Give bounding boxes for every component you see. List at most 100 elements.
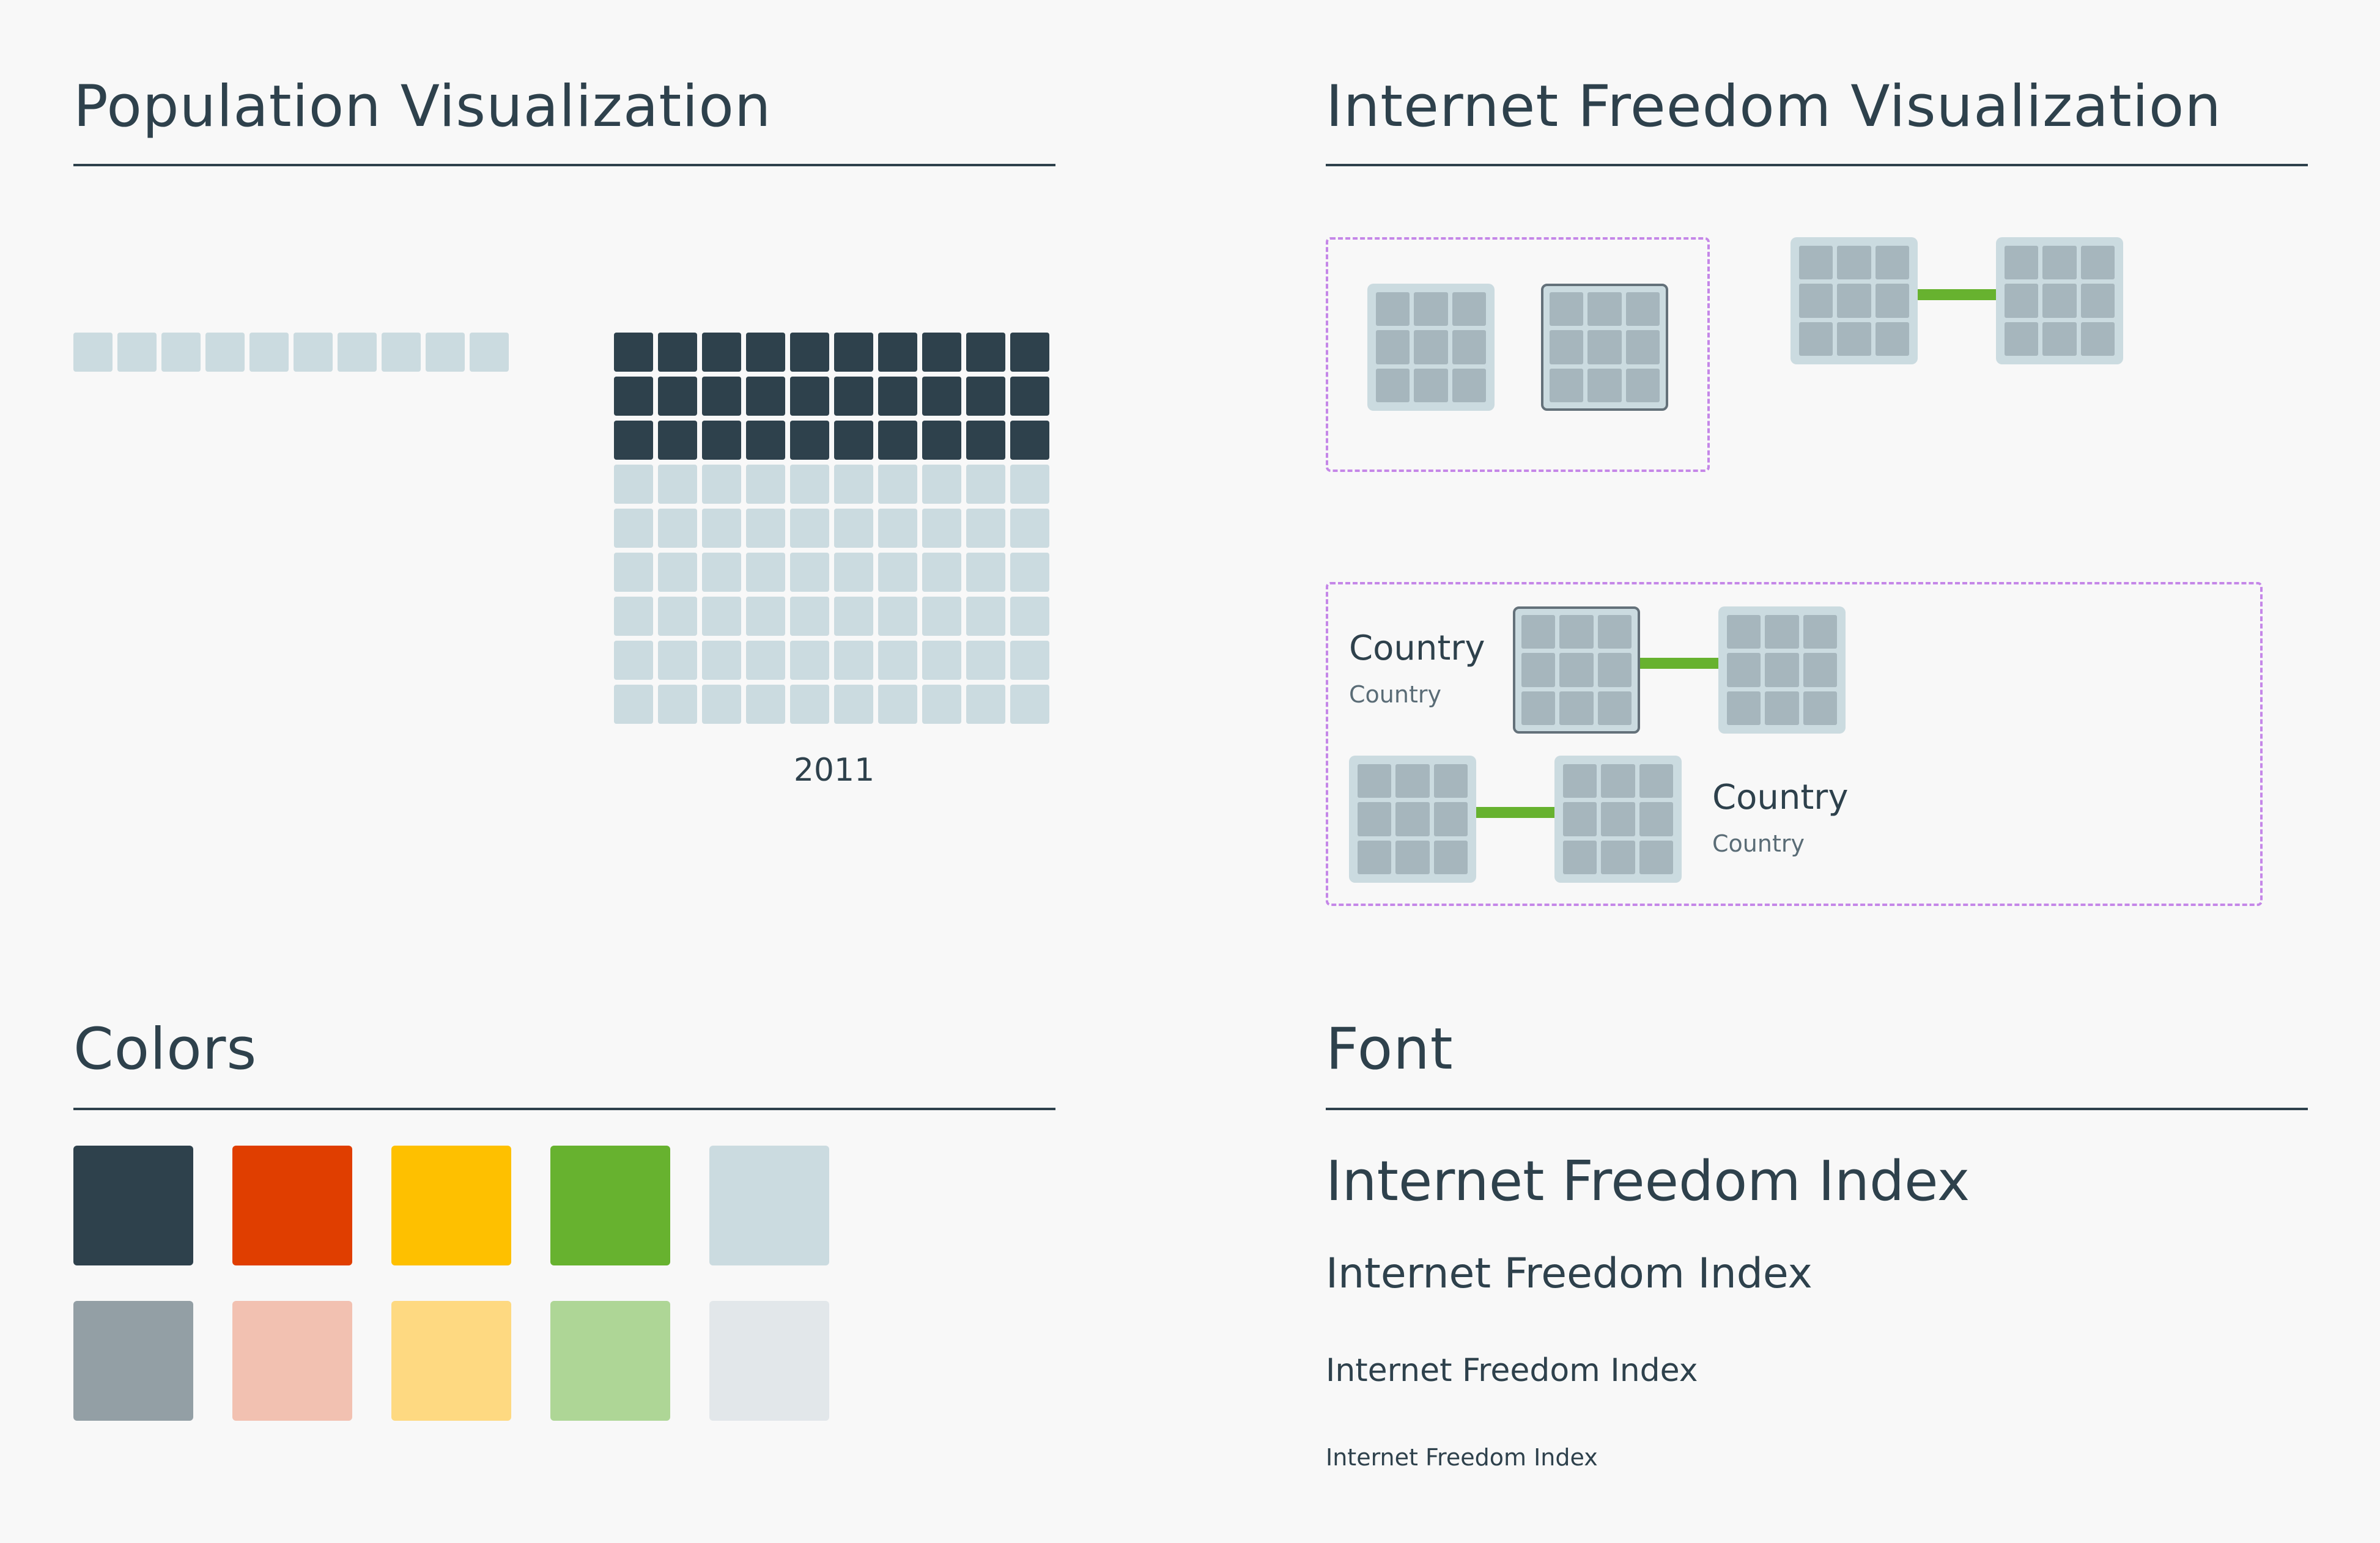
waffle-cell <box>966 597 1005 636</box>
node-cell <box>2042 322 2077 356</box>
waffle-cell <box>702 509 741 548</box>
node-cell <box>1639 764 1673 798</box>
waffle-cell-filled <box>658 377 697 416</box>
node-cell <box>1837 322 1871 356</box>
node-cell <box>1376 368 1410 402</box>
country-node[interactable] <box>1718 606 1846 734</box>
node-cell <box>1563 840 1597 874</box>
country-pairs-group <box>1326 582 2263 906</box>
node-cell <box>1587 368 1622 402</box>
waffle-cell-filled <box>790 421 829 460</box>
waffle-cell-filled <box>1010 377 1049 416</box>
population-section-title: Population Visualization <box>73 73 772 140</box>
waffle-cell <box>966 509 1005 548</box>
waffle-cell <box>922 553 961 592</box>
waffle-cell <box>746 597 785 636</box>
node-cell <box>2042 246 2077 280</box>
node-cell <box>1559 615 1594 649</box>
waffle-cell <box>614 553 653 592</box>
country-node[interactable] <box>1367 284 1495 411</box>
waffle-cell-filled <box>746 377 785 416</box>
country-node[interactable] <box>1349 756 1476 883</box>
waffle-cell <box>746 509 785 548</box>
node-cell <box>1803 653 1837 687</box>
waffle-cell <box>614 685 653 724</box>
node-cell <box>1521 653 1556 687</box>
waffle-cell <box>426 333 465 372</box>
node-cell <box>1358 840 1392 874</box>
waffle-cell-filled <box>834 333 873 372</box>
waffle-cell <box>790 641 829 680</box>
waffle-cell-filled <box>966 377 1005 416</box>
node-cell <box>1765 653 1799 687</box>
waffle-cell <box>834 641 873 680</box>
node-cell <box>1727 691 1761 725</box>
waffle-cell <box>834 685 873 724</box>
waffle-cell-filled <box>790 377 829 416</box>
waffle-cell-filled <box>922 333 961 372</box>
waffle-cell <box>1010 685 1049 724</box>
node-cell <box>2005 246 2039 280</box>
waffle-cell <box>614 641 653 680</box>
node-cell <box>1433 764 1468 798</box>
waffle-cell <box>161 333 201 372</box>
connection-link <box>1918 289 1996 300</box>
waffle-cell <box>922 597 961 636</box>
country-node-selected[interactable] <box>1541 284 1668 411</box>
node-cell <box>1601 802 1635 836</box>
population-grid-chart <box>614 333 1049 724</box>
country-label: Country <box>1349 628 1485 668</box>
waffle-cell <box>878 685 917 724</box>
country-node-selected[interactable] <box>1513 606 1640 734</box>
node-cell <box>1803 691 1837 725</box>
waffle-cell <box>249 333 289 372</box>
waffle-cell <box>702 641 741 680</box>
country-node[interactable] <box>1791 237 1918 364</box>
country-node[interactable] <box>1554 756 1682 883</box>
color-swatch <box>709 1146 829 1265</box>
waffle-cell <box>878 553 917 592</box>
waffle-cell-filled <box>614 333 653 372</box>
waffle-cell <box>658 509 697 548</box>
node-cell <box>1803 615 1837 649</box>
population-year-label: 2011 <box>793 752 875 789</box>
color-swatch <box>709 1301 829 1421</box>
waffle-cell <box>966 685 1005 724</box>
waffle-cell-filled <box>834 377 873 416</box>
waffle-cell-filled <box>922 377 961 416</box>
waffle-cell-filled <box>966 333 1005 372</box>
waffle-cell <box>702 685 741 724</box>
waffle-cell-filled <box>746 333 785 372</box>
waffle-cell <box>382 333 421 372</box>
waffle-cell <box>658 465 697 504</box>
node-cell <box>1559 691 1594 725</box>
font-sample-lg: Internet Freedom Index <box>1326 1250 1813 1298</box>
node-cell <box>1550 292 1584 326</box>
font-sample-md: Internet Freedom Index <box>1326 1352 1698 1389</box>
waffle-cell <box>966 465 1005 504</box>
waffle-cell <box>658 685 697 724</box>
waffle-cell-filled <box>702 377 741 416</box>
node-cell <box>1358 764 1392 798</box>
color-swatch <box>73 1146 193 1265</box>
node-cell <box>1433 840 1468 874</box>
font-title-rule <box>1326 1108 2308 1110</box>
waffle-cell <box>614 465 653 504</box>
node-cell <box>1765 691 1799 725</box>
color-swatch <box>550 1301 670 1421</box>
connection-link <box>1476 807 1554 818</box>
country-node[interactable] <box>1996 237 2123 364</box>
waffle-cell <box>966 641 1005 680</box>
node-cell <box>2080 322 2115 356</box>
waffle-cell <box>702 465 741 504</box>
waffle-cell <box>614 597 653 636</box>
node-cell <box>1875 246 1909 280</box>
node-cell <box>1639 802 1673 836</box>
waffle-cell-filled <box>922 421 961 460</box>
color-swatch <box>232 1301 352 1421</box>
waffle-cell <box>746 685 785 724</box>
node-cell <box>1597 653 1632 687</box>
node-cell <box>1376 292 1410 326</box>
node-cell <box>1727 653 1761 687</box>
node-cell <box>1799 322 1833 356</box>
